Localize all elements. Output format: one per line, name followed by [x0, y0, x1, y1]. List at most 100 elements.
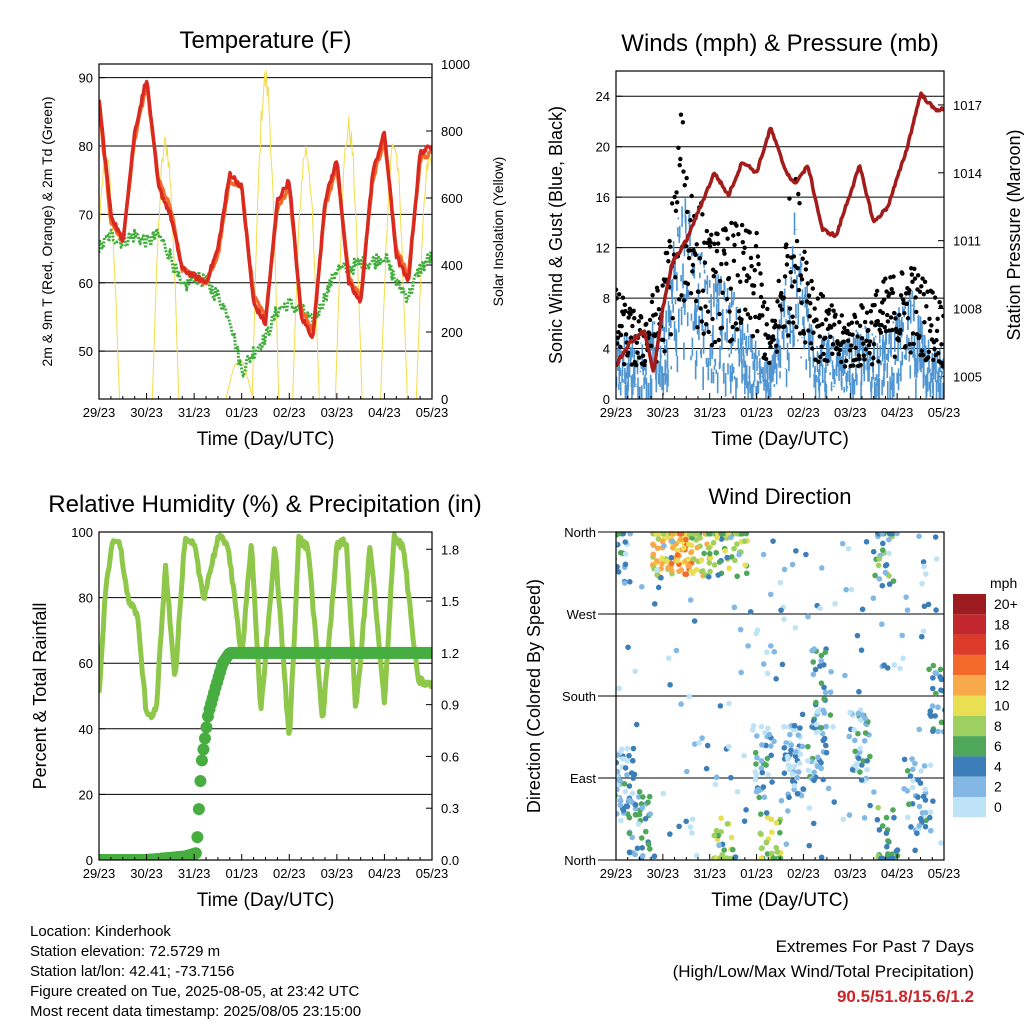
gust-point [935, 316, 940, 322]
gust-point [635, 350, 640, 355]
direction-point [794, 790, 801, 797]
direction-point [820, 776, 826, 783]
gust-point [830, 351, 835, 356]
direction-point [903, 594, 909, 600]
direction-point [633, 721, 640, 728]
direction-point [849, 766, 856, 773]
gust-point [712, 339, 718, 345]
direction-point [726, 700, 732, 707]
direction-point [885, 838, 891, 844]
direction-point [609, 558, 615, 564]
gust-point [892, 354, 897, 359]
direction-point [650, 542, 657, 549]
x-tick-label: 31/23 [693, 866, 726, 881]
gust-point [747, 230, 752, 235]
gust-point [706, 329, 711, 335]
gust-point [856, 353, 862, 358]
direction-point [842, 672, 848, 679]
direction-point [770, 538, 776, 544]
y-axis-tick-label: 80 [79, 139, 93, 154]
gust-point [802, 249, 807, 255]
gust-point [748, 255, 754, 261]
gust-point [751, 283, 757, 288]
direction-point [753, 771, 760, 778]
legend-label: 2 [994, 779, 1002, 795]
gust-point [616, 296, 619, 301]
direction-point [800, 786, 806, 792]
gust-point [808, 301, 813, 306]
gust-point [693, 252, 698, 258]
gust-point [897, 312, 902, 318]
direction-point [805, 613, 811, 620]
gust-point [885, 319, 891, 324]
gust-point [686, 255, 692, 261]
gust-point [839, 313, 845, 318]
direction-point [768, 816, 774, 823]
gust-point [707, 244, 713, 249]
direction-point [705, 532, 712, 537]
gust-point [731, 233, 736, 238]
direction-point [922, 786, 928, 792]
direction-point [745, 643, 751, 649]
y-tick-label: East [570, 771, 596, 786]
direction-point [711, 832, 718, 839]
direction-point [741, 538, 748, 544]
gust-point [742, 245, 747, 250]
gust-point [756, 261, 761, 267]
rainfall-point [189, 847, 202, 860]
gust-point [725, 236, 730, 241]
gust-point [820, 293, 826, 299]
gust-point [734, 327, 740, 332]
direction-point [689, 535, 695, 541]
gust-point [852, 314, 858, 320]
x-tick-label: 04/23 [368, 405, 401, 420]
direction-point [626, 830, 633, 837]
direction-point [933, 607, 939, 613]
gust-point [680, 120, 686, 125]
gust-point [782, 324, 787, 329]
gust-point [685, 281, 691, 287]
direction-point [773, 844, 779, 851]
direction-point [673, 647, 680, 654]
direction-point [750, 722, 757, 729]
direction-point [823, 749, 830, 756]
gust-point [676, 145, 681, 151]
direction-point [828, 668, 834, 675]
x-tick-label: 02/23 [273, 405, 306, 420]
gust-point [893, 316, 898, 321]
direction-point [863, 538, 870, 545]
gust-point [664, 250, 670, 256]
direction-point [621, 580, 628, 586]
gust-point [792, 279, 797, 284]
gust-point [891, 310, 897, 316]
direction-point [758, 758, 765, 764]
gust-point [837, 319, 842, 325]
direction-point [875, 804, 881, 811]
gust-point [826, 311, 831, 316]
x-tick-label: 01/23 [225, 405, 258, 420]
direction-point [788, 742, 795, 748]
direction-point [674, 547, 681, 554]
gust-point [882, 324, 887, 330]
gust-point [702, 260, 708, 265]
gust-point [888, 315, 894, 320]
legend-swatch [953, 756, 986, 777]
direction-point [799, 711, 806, 718]
direction-point [916, 803, 923, 810]
direction-point [687, 597, 694, 603]
charts-canvas: Temperature (F)5060708090020040060080010… [30, 27, 1024, 911]
gust-point [636, 319, 641, 324]
direction-point [901, 785, 907, 792]
direction-point [890, 807, 896, 813]
gust-point [917, 289, 923, 294]
direction-point [766, 731, 773, 738]
gust-point [668, 244, 673, 249]
gust-point [732, 242, 737, 248]
gust-point [830, 342, 836, 347]
rainfall-point [426, 646, 432, 659]
gust-point [711, 274, 716, 279]
gust-point [828, 334, 833, 339]
direction-point [778, 797, 785, 804]
x-tick-label: 03/23 [834, 405, 867, 420]
direction-point [858, 647, 865, 653]
